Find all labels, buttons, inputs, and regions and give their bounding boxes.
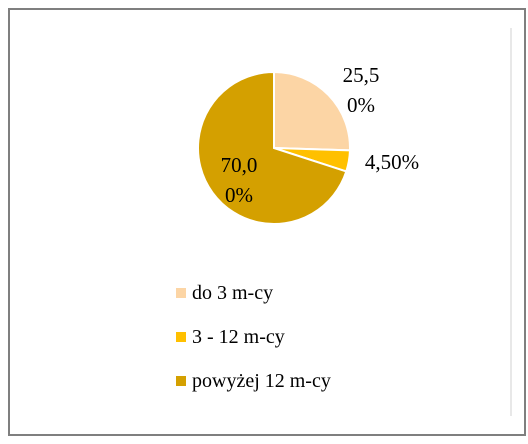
legend-swatch (176, 332, 186, 342)
pie-slice (273, 70, 351, 152)
legend-label: do 3 m-cy (192, 281, 274, 304)
legend-swatch (176, 288, 186, 298)
pie-slice (197, 70, 348, 225)
legend-item: do 3 m-cy (176, 281, 273, 305)
legend-swatch (176, 376, 186, 386)
legend-item: powyżej 12 m-cy (176, 369, 331, 393)
legend-label: 3 - 12 m-cy (192, 325, 285, 348)
legend-item: 3 - 12 m-cy (176, 325, 285, 349)
legend-label: powyżej 12 m-cy (192, 369, 331, 392)
data-label: 4,50% (364, 150, 420, 174)
data-label: 25,50% (342, 63, 380, 117)
data-label: 70,00% (220, 153, 258, 207)
